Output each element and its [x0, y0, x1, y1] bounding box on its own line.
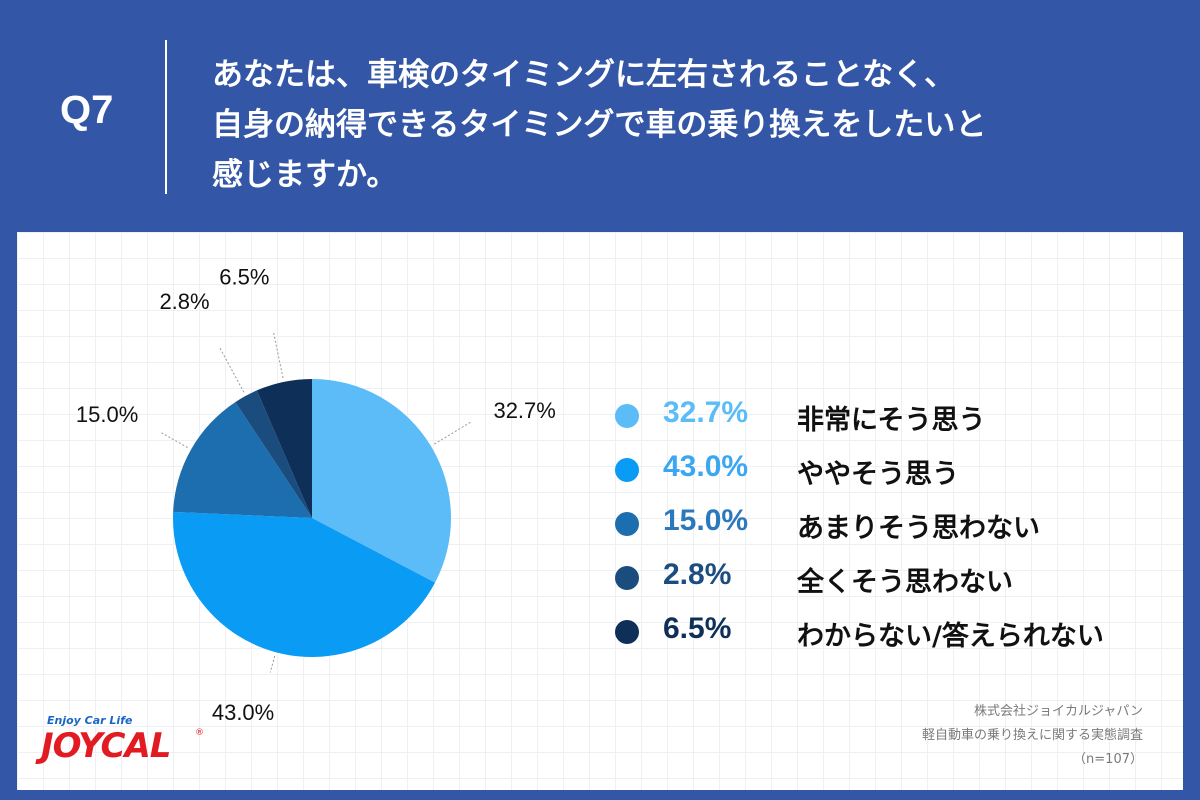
pie-slice	[256, 379, 312, 518]
data-label: 6.5%	[219, 264, 269, 289]
legend-percent: 6.5%	[663, 612, 732, 645]
legend-item: 6.5% わからない/答えられない	[615, 612, 1175, 666]
legend-item: 15.0% あまりそう思わない	[615, 504, 1175, 558]
legend-percent: 2.8%	[663, 558, 732, 591]
leader-line	[159, 431, 188, 448]
source-company: 株式会社ジョイカルジャパン	[973, 704, 1143, 719]
source-survey: 軽自動車の乗り換えに関する実態調査	[921, 728, 1143, 743]
question-line: 自身の納得できるタイミングで車の乗り換えをしたいと	[212, 107, 987, 143]
data-label: 2.8%	[159, 289, 209, 314]
source-note: 株式会社ジョイカルジャパン 軽自動車の乗り換えに関する実態調査 （n=107）	[922, 700, 1143, 772]
pie-slice	[312, 379, 452, 583]
leader-line	[434, 421, 471, 445]
legend-item: 43.0% ややそう思う	[615, 450, 1175, 504]
pie-slice	[173, 402, 312, 518]
legend-percent: 43.0%	[663, 450, 749, 483]
data-label: 43.0%	[212, 700, 274, 725]
legend-label: 非常にそう思う	[797, 405, 986, 436]
legend-percent: 32.7%	[663, 396, 749, 429]
source-sample: （n=107）	[1073, 752, 1143, 767]
logo-tagline: Enjoy Car Life	[47, 714, 133, 727]
pie-slice	[172, 511, 436, 658]
legend-swatch	[615, 512, 639, 536]
leader-line	[269, 655, 276, 673]
question-line: 感じますか。	[212, 157, 398, 193]
legend: 32.7% 非常にそう思う 43.0% ややそう思う 15.0% あまりそう思わない 2.8…	[615, 396, 1175, 666]
legend-swatch	[615, 620, 639, 644]
logo-registered-mark: ®	[195, 728, 204, 738]
question-line: あなたは、車検のタイミングに左右されることなく、	[212, 57, 956, 93]
legend-label: あまりそう思わない	[797, 513, 1040, 544]
question-number: Q7	[60, 88, 114, 132]
legend-item: 32.7% 非常にそう思う	[615, 396, 1175, 450]
legend-item: 2.8% 全くそう思わない	[615, 558, 1175, 612]
legend-swatch	[615, 566, 639, 590]
logo-wordmark: JOYCAL	[41, 726, 171, 766]
legend-percent: 15.0%	[663, 504, 749, 537]
data-label: 32.7%	[493, 398, 555, 423]
header-divider	[165, 40, 167, 194]
leader-line	[272, 331, 284, 379]
data-label: 15.0%	[76, 402, 138, 427]
chart-panel: 32.7% 43.0% 15.0% 2.8% 6.5% 32.7% 非常にそう思う 43.0…	[17, 232, 1183, 790]
pie-slice	[235, 390, 312, 518]
joycal-logo: Enjoy Car Life JOYCAL ®	[37, 712, 217, 782]
leader-line	[218, 346, 245, 393]
header: Q7 あなたは、車検のタイミングに左右されることなく、 自身の納得できるタイミン…	[0, 0, 1200, 232]
legend-label: わからない/答えられない	[797, 621, 1104, 652]
legend-label: 全くそう思わない	[797, 567, 1013, 598]
question-text: あなたは、車検のタイミングに左右されることなく、 自身の納得できるタイミングで車…	[212, 50, 1172, 200]
legend-swatch	[615, 458, 639, 482]
legend-label: ややそう思う	[797, 459, 959, 490]
legend-swatch	[615, 404, 639, 428]
pie-chart: 32.7% 43.0% 15.0% 2.8% 6.5%	[76, 264, 556, 725]
